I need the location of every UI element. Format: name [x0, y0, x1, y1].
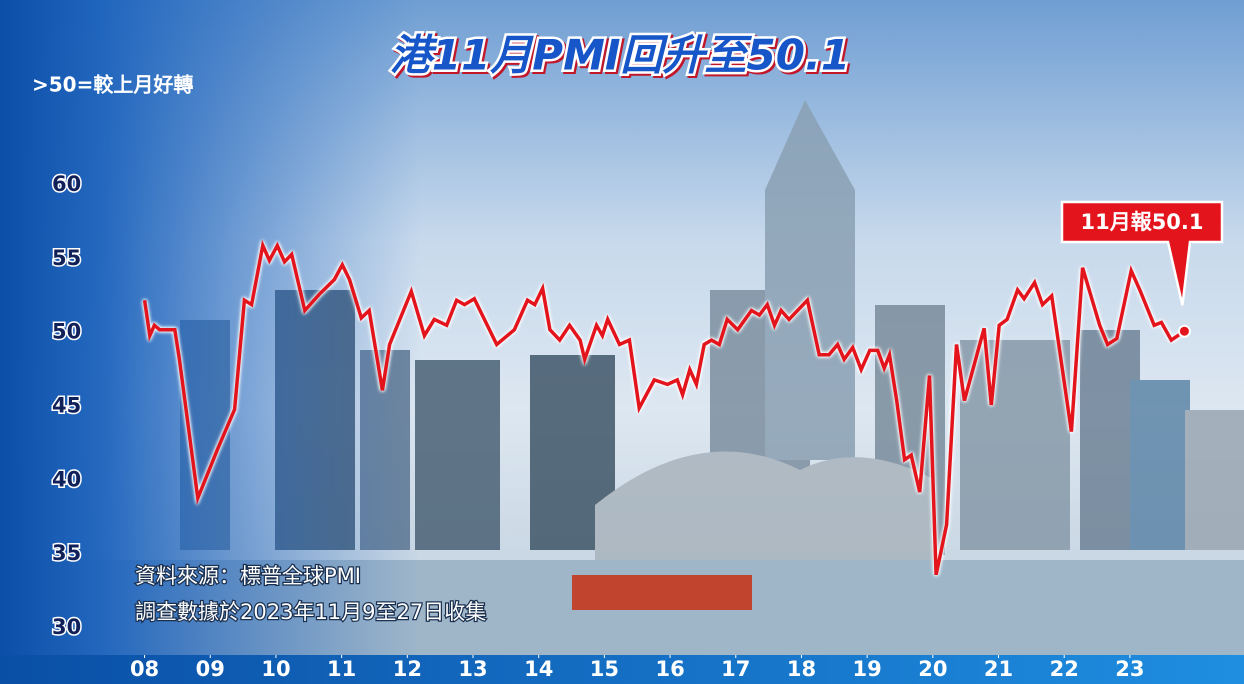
- annotation-text: 11月報50.1: [1080, 210, 1203, 234]
- x-tick-label: 10: [261, 657, 290, 681]
- source-note: 調查數據於2023年11月9至27日收集: [135, 600, 486, 624]
- x-tick-label: 08: [130, 657, 159, 681]
- y-axis-label: >50=較上月好轉: [32, 73, 193, 97]
- x-tick-label: 13: [458, 657, 487, 681]
- annotation: 11月報50.1: [1060, 200, 1224, 306]
- source-note: 資料來源：標普全球PMI: [135, 564, 361, 588]
- x-tick-label: 23: [1115, 657, 1144, 681]
- x-tick-label: 11: [327, 657, 356, 681]
- x-tick-label: 22: [1050, 657, 1079, 681]
- y-tick-label: 40: [52, 467, 81, 491]
- x-tick-label: 12: [393, 657, 422, 681]
- x-tick-label: 21: [984, 657, 1013, 681]
- annotation-box: [1060, 200, 1224, 306]
- data-line: [142, 239, 1186, 576]
- y-tick-label: 50: [52, 320, 81, 344]
- x-tick-label: 17: [721, 657, 750, 681]
- y-tick-label: 30: [52, 615, 81, 639]
- x-tick-label: 20: [918, 657, 947, 681]
- x-tick-label: 16: [655, 657, 684, 681]
- x-tick-label: 18: [787, 657, 816, 681]
- ferry: [572, 575, 752, 610]
- y-tick-label: 45: [52, 394, 81, 418]
- y-tick-label: 55: [52, 246, 81, 270]
- x-tick-label: 15: [590, 657, 619, 681]
- x-tick-label: 14: [524, 657, 553, 681]
- y-tick-label: 60: [52, 172, 81, 196]
- end-point: [1177, 324, 1191, 338]
- x-tick-label: 19: [853, 657, 882, 681]
- left-panel: [0, 0, 420, 655]
- y-tick-label: 35: [52, 541, 81, 565]
- x-axis-band: [0, 655, 1244, 684]
- x-tick-label: 09: [196, 657, 225, 681]
- chart-title: 港11月PMI回升至50.1: [390, 31, 850, 80]
